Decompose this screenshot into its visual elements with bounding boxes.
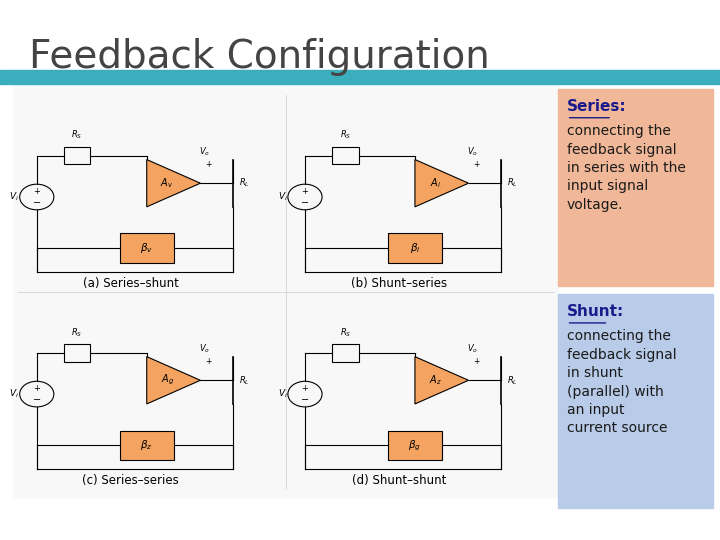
Text: connecting the
feedback signal
in series with the
input signal
voltage.: connecting the feedback signal in series… [567,124,685,212]
Text: $R_L$: $R_L$ [239,177,250,190]
Text: $\beta_i$: $\beta_i$ [410,241,420,255]
Bar [388,233,442,263]
Polygon shape [415,356,469,404]
Text: $V_i$: $V_i$ [9,191,19,203]
Text: −: − [32,198,41,208]
Text: Shunt:: Shunt: [567,304,624,319]
Text: −: − [301,395,309,405]
Text: +: + [205,159,212,168]
Text: $R_L$: $R_L$ [508,374,518,387]
Text: $A_z$: $A_z$ [429,373,442,387]
Text: $V_o$: $V_o$ [199,145,210,158]
Text: $R_S$: $R_S$ [71,129,83,141]
Bar [120,430,174,460]
Bar [558,294,713,508]
Text: $V_i$: $V_i$ [278,191,287,203]
Text: +: + [302,187,308,196]
Text: (d) Shunt–shunt: (d) Shunt–shunt [351,474,446,487]
Text: +: + [205,356,212,366]
Text: $V_o$: $V_o$ [467,342,478,355]
Text: −: − [301,198,309,208]
Text: +: + [474,159,480,168]
Bar [388,430,442,460]
Text: $R_S$: $R_S$ [340,129,351,141]
Text: Series:: Series: [567,99,626,114]
Text: $A_i$: $A_i$ [430,176,441,190]
Text: $V_o$: $V_o$ [199,342,210,355]
Bar [120,233,174,263]
Text: $V_i$: $V_i$ [278,388,287,400]
Bar [63,344,91,362]
Text: Feedback Configuration: Feedback Configuration [29,38,490,76]
Text: $A_v$: $A_v$ [161,176,174,190]
Bar [332,147,359,165]
Text: $V_o$: $V_o$ [467,145,478,158]
Text: $R_S$: $R_S$ [71,326,83,339]
Text: $R_L$: $R_L$ [239,374,250,387]
Text: +: + [33,187,40,196]
Polygon shape [415,159,469,207]
Text: (a) Series–shunt: (a) Series–shunt [83,276,179,289]
Bar [63,147,91,165]
Text: $\beta_g$: $\beta_g$ [408,438,421,453]
Text: $A_g$: $A_g$ [161,373,174,388]
Text: $R_L$: $R_L$ [508,177,518,190]
Text: $R_S$: $R_S$ [340,326,351,339]
Bar [558,89,713,286]
Text: +: + [474,356,480,366]
Text: $V_i$: $V_i$ [9,388,19,400]
Polygon shape [147,356,200,404]
Text: −: − [32,395,41,405]
Bar [0,70,720,84]
Text: $\beta_z$: $\beta_z$ [140,438,153,453]
Bar [332,344,359,362]
Text: +: + [33,384,40,393]
Text: +: + [302,384,308,393]
Text: (b) Shunt–series: (b) Shunt–series [351,276,447,289]
Polygon shape [147,159,200,207]
Text: $\beta_v$: $\beta_v$ [140,241,153,255]
Text: (c) Series–series: (c) Series–series [82,474,179,487]
Text: connecting the
feedback signal
in shunt
(parallel) with
an input
current source: connecting the feedback signal in shunt … [567,329,676,435]
Bar [14,86,558,497]
